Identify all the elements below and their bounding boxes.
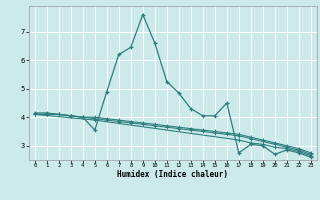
X-axis label: Humidex (Indice chaleur): Humidex (Indice chaleur): [117, 170, 228, 179]
